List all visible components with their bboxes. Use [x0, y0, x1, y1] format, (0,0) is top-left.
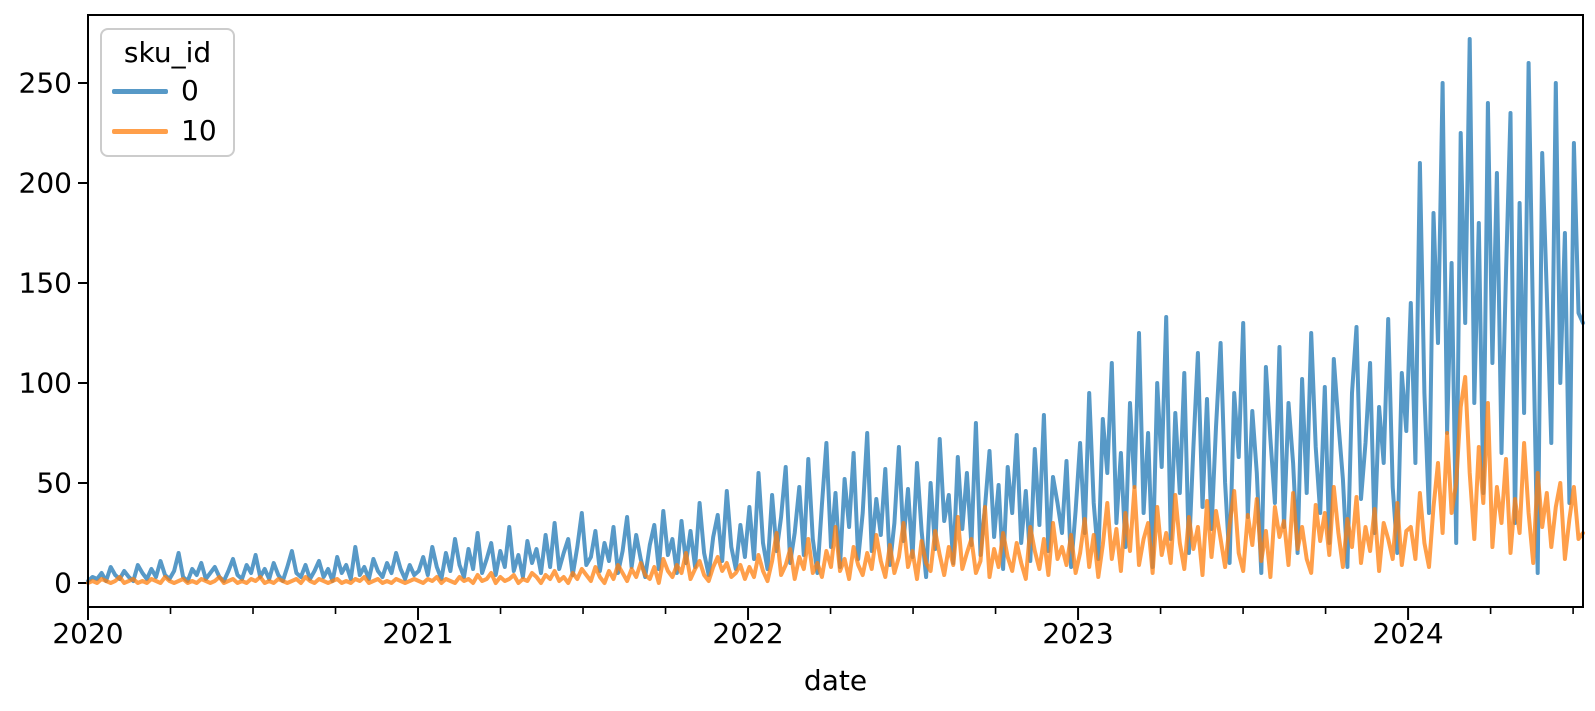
y-tick-label: 100 — [19, 367, 72, 400]
x-tick-label: 2022 — [712, 617, 783, 650]
y-tick-label: 50 — [36, 467, 72, 500]
series-line-sku-0 — [86, 37, 1585, 583]
x-axis-label: date — [803, 664, 868, 697]
legend-label: 0 — [181, 74, 199, 108]
plot-spines — [87, 14, 1584, 608]
series-line-sku-10 — [86, 375, 1585, 585]
x-tick-label: 2021 — [382, 617, 453, 650]
y-tick-label: 150 — [19, 267, 72, 300]
y-tick-label: 0 — [54, 567, 72, 600]
x-tick-label: 2023 — [1042, 617, 1113, 650]
legend-line-swatch-orange — [112, 128, 168, 134]
legend: sku_id 0 10 — [100, 28, 235, 157]
legend-label: 10 — [181, 114, 217, 148]
legend-entry-sku-10: 10 — [112, 113, 223, 149]
y-tick-label: 250 — [19, 67, 72, 100]
x-tick-label: 2020 — [52, 617, 123, 650]
legend-title: sku_id — [123, 35, 212, 69]
x-tick-label: 2024 — [1372, 617, 1443, 650]
legend-entry-sku-0: 0 — [112, 73, 223, 109]
y-tick-label: 200 — [19, 167, 72, 200]
legend-line-swatch-blue — [112, 88, 168, 94]
